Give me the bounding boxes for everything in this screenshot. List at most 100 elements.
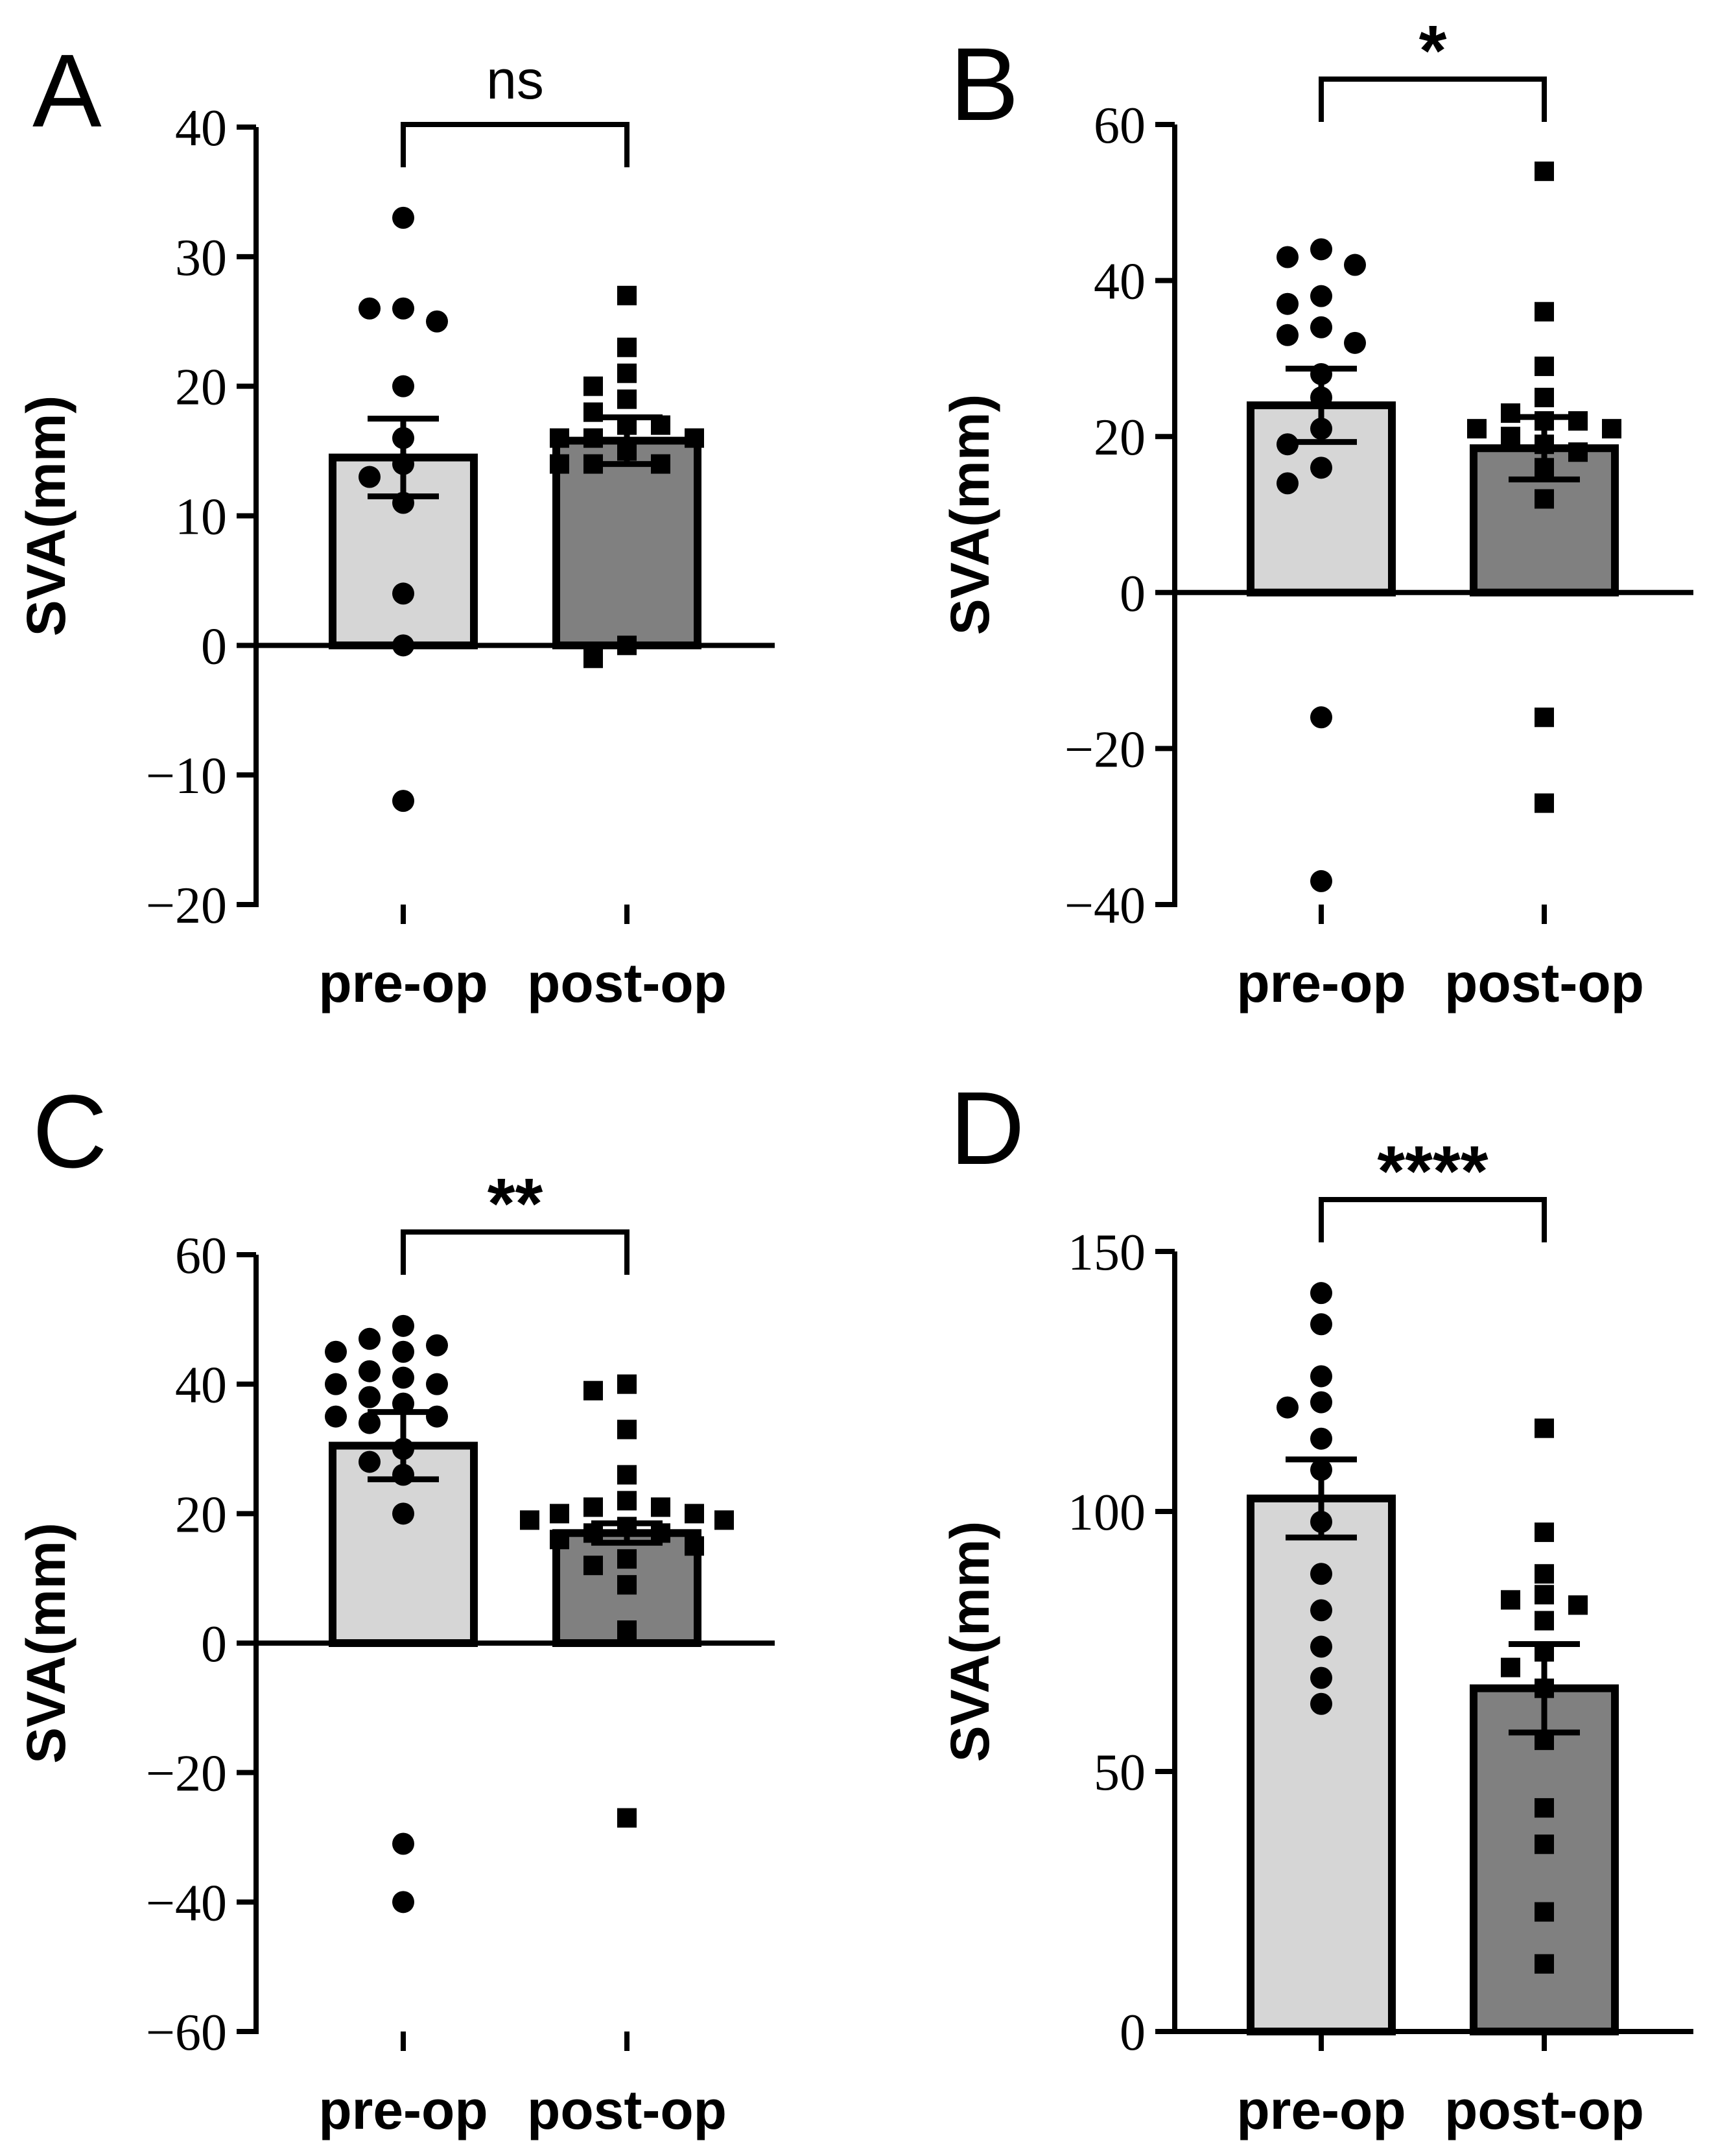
data-point-post-op bbox=[1535, 388, 1554, 408]
data-point-pre-op bbox=[325, 1340, 347, 1363]
data-point-pre-op bbox=[1310, 362, 1332, 385]
data-point-pre-op bbox=[392, 1314, 414, 1337]
significance-bracket bbox=[1319, 77, 1547, 122]
y-axis-label: SVA(mm) bbox=[939, 394, 1000, 635]
y-tick-label: 10 bbox=[175, 489, 227, 546]
y-tick-label: 0 bbox=[201, 618, 227, 675]
data-point-post-op bbox=[617, 1374, 637, 1394]
data-point-post-op bbox=[1501, 403, 1520, 423]
panel-letter: A bbox=[32, 32, 102, 148]
y-tick-label: 40 bbox=[175, 1357, 227, 1414]
panel-letter: B bbox=[950, 26, 1019, 142]
data-point-post-op bbox=[1501, 1590, 1520, 1610]
data-point-post-op bbox=[617, 1575, 637, 1595]
data-point-pre-op bbox=[1310, 1427, 1332, 1450]
data-point-post-op bbox=[685, 428, 704, 448]
data-point-post-op bbox=[583, 1497, 603, 1517]
data-point-pre-op bbox=[1277, 324, 1299, 346]
data-point-pre-op bbox=[392, 206, 414, 229]
data-point-pre-op bbox=[426, 1373, 448, 1395]
panel-a: A −20 −10 0 10 20 30 40 pre-op post-op SVA(mm) ns bbox=[16, 32, 775, 1013]
data-point-pre-op bbox=[392, 790, 414, 812]
data-point-pre-op bbox=[392, 297, 414, 320]
y-tick-label: −10 bbox=[146, 748, 227, 805]
data-point-post-op bbox=[1501, 1657, 1520, 1677]
data-point-post-op bbox=[1535, 1418, 1554, 1438]
data-point-post-op bbox=[1535, 1730, 1554, 1750]
data-point-post-op bbox=[617, 415, 637, 435]
data-point-pre-op bbox=[1344, 331, 1366, 354]
data-point-pre-op bbox=[392, 375, 414, 397]
x-category-label: post-op bbox=[527, 2079, 727, 2140]
data-point-pre-op bbox=[392, 634, 414, 657]
y-tick-label: −20 bbox=[1065, 721, 1146, 778]
data-point-post-op bbox=[550, 1530, 569, 1550]
data-point-post-op bbox=[583, 1556, 603, 1576]
data-point-post-op bbox=[685, 1504, 704, 1524]
data-point-pre-op bbox=[359, 1451, 381, 1473]
data-point-post-op bbox=[1535, 793, 1554, 813]
data-point-post-op bbox=[651, 1523, 670, 1543]
y-tick-label: −20 bbox=[146, 1746, 227, 1803]
data-point-pre-op bbox=[426, 1405, 448, 1428]
y-tick-label: 20 bbox=[175, 1486, 227, 1543]
data-point-post-op bbox=[617, 1491, 637, 1511]
data-point-pre-op bbox=[1310, 316, 1332, 338]
data-point-post-op bbox=[520, 1510, 539, 1530]
data-point-pre-op bbox=[1310, 1666, 1332, 1689]
data-point-pre-op bbox=[392, 582, 414, 605]
data-point-post-op bbox=[1535, 161, 1554, 182]
data-point-post-op bbox=[617, 363, 637, 383]
data-point-post-op bbox=[583, 1523, 603, 1543]
data-point-pre-op bbox=[325, 1405, 347, 1428]
data-point-post-op bbox=[1568, 411, 1588, 431]
data-point-post-op bbox=[617, 1465, 637, 1485]
y-tick-label: 0 bbox=[1120, 2004, 1146, 2061]
data-point-pre-op bbox=[1310, 706, 1332, 729]
data-point-pre-op bbox=[392, 1463, 414, 1486]
y-axis-label: SVA(mm) bbox=[939, 1521, 1000, 1762]
data-point-post-op bbox=[550, 454, 569, 474]
data-point-pre-op bbox=[1310, 1365, 1332, 1388]
data-point-post-op bbox=[1535, 1902, 1554, 1922]
data-point-post-op bbox=[617, 1517, 637, 1537]
data-point-post-op bbox=[583, 428, 603, 448]
data-point-post-op bbox=[685, 1536, 704, 1556]
data-point-pre-op bbox=[426, 1334, 448, 1356]
x-category-label: pre-op bbox=[318, 953, 488, 1013]
data-point-post-op bbox=[651, 415, 670, 435]
data-point-post-op bbox=[617, 1620, 637, 1641]
data-point-post-op bbox=[617, 635, 637, 656]
data-point-pre-op bbox=[1277, 433, 1299, 456]
data-point-post-op bbox=[1535, 707, 1554, 728]
bar-pre-op bbox=[329, 1441, 478, 1647]
data-point-pre-op bbox=[1277, 292, 1299, 315]
significance-bracket bbox=[1319, 1197, 1547, 1242]
data-point-pre-op bbox=[1310, 386, 1332, 409]
data-point-pre-op bbox=[1344, 254, 1366, 276]
data-point-pre-op bbox=[359, 1360, 381, 1382]
data-point-post-op bbox=[583, 376, 603, 396]
data-point-pre-op bbox=[1310, 1692, 1332, 1715]
data-point-post-op bbox=[1535, 1678, 1554, 1698]
data-point-post-op bbox=[1535, 1522, 1554, 1543]
y-tick-label: 40 bbox=[175, 100, 227, 157]
data-point-post-op bbox=[583, 1380, 603, 1401]
data-point-pre-op bbox=[359, 1327, 381, 1350]
data-point-post-op bbox=[583, 454, 603, 474]
data-point-post-op bbox=[1535, 1611, 1554, 1631]
y-tick-label: 40 bbox=[1094, 254, 1146, 311]
bar-pre-op bbox=[1247, 1494, 1396, 2035]
x-category-label: pre-op bbox=[1236, 2079, 1406, 2140]
data-point-post-op bbox=[1535, 1834, 1554, 1854]
y-tick-label: 60 bbox=[175, 1227, 227, 1285]
data-point-pre-op bbox=[392, 1340, 414, 1363]
data-point-pre-op bbox=[392, 453, 414, 475]
data-point-pre-op bbox=[1277, 246, 1299, 268]
panel-letter: C bbox=[32, 1073, 108, 1189]
x-category-label: post-op bbox=[527, 953, 727, 1013]
data-point-post-op bbox=[617, 285, 637, 305]
y-tick-label: 0 bbox=[201, 1616, 227, 1673]
y-tick-label: 50 bbox=[1094, 1744, 1146, 1801]
y-tick-label: 0 bbox=[1120, 565, 1146, 622]
